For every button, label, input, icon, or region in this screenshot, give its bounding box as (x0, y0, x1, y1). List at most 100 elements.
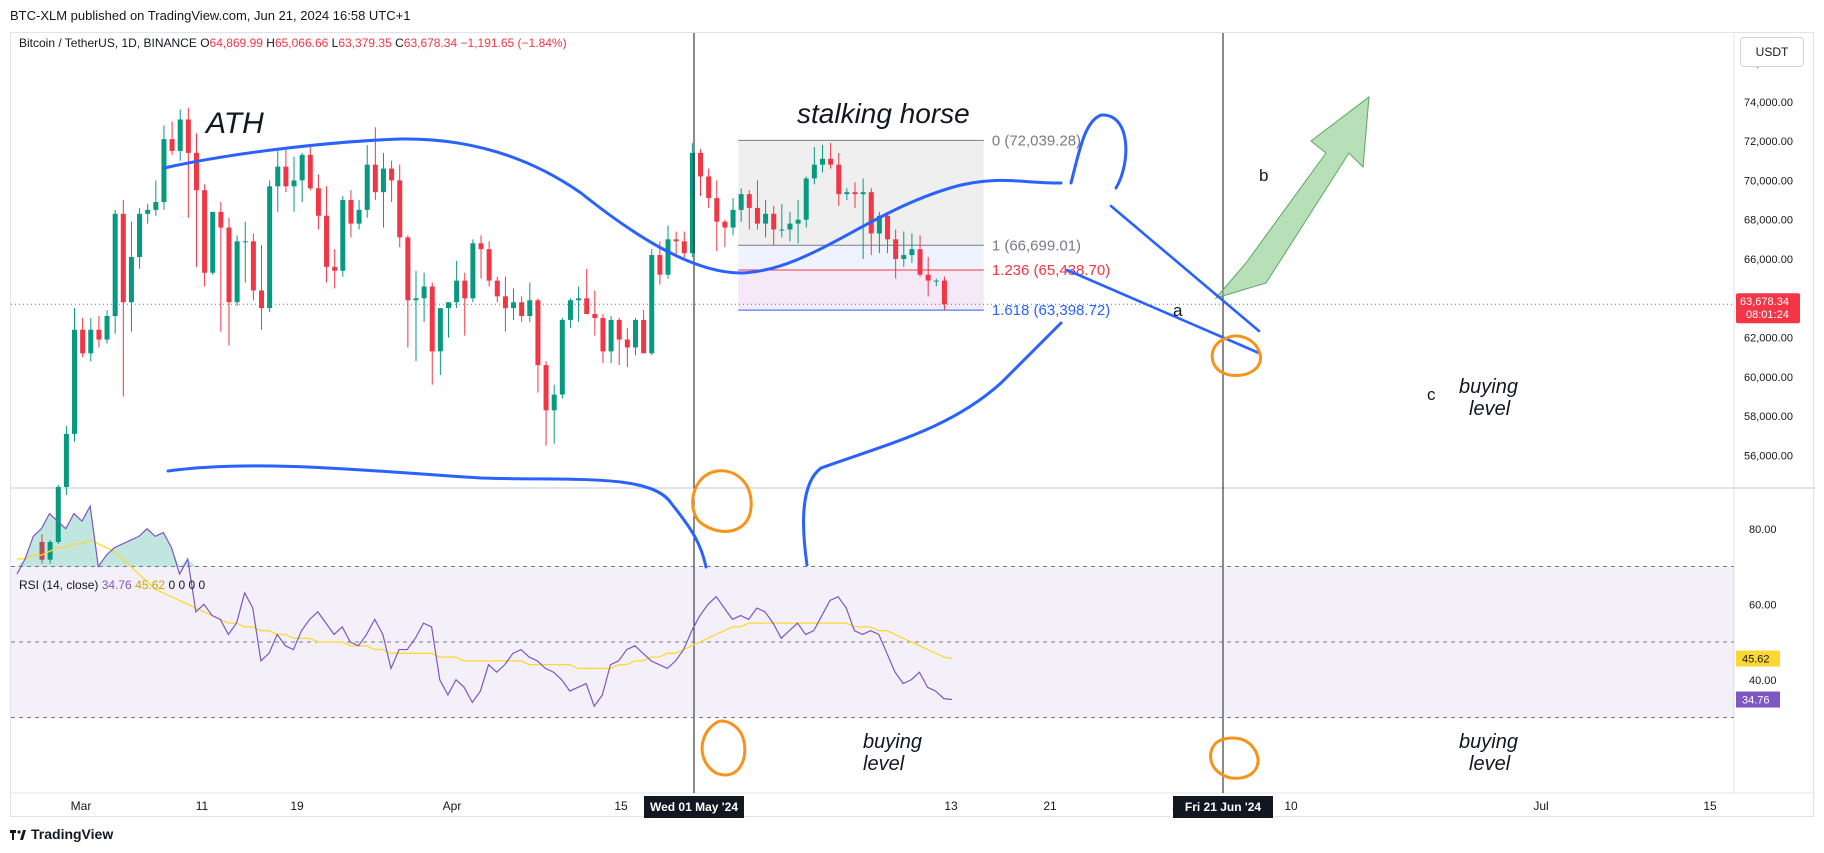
rsi-overbought-fill (17, 506, 952, 567)
candle-body (291, 180, 297, 187)
candle-body (120, 213, 126, 303)
fib-level-label: 1 (66,699.01) (992, 237, 1081, 254)
tradingview-icon (10, 830, 26, 841)
rsi-pane (11, 504, 1734, 718)
time-tick-label: 10 (1284, 799, 1298, 813)
candle-body (145, 209, 151, 214)
open-value: 64,869.99 (209, 36, 263, 50)
candle-body (486, 249, 492, 281)
high-label: H (266, 36, 275, 50)
rsi-tick-label: 40.00 (1749, 675, 1777, 687)
candle-body (819, 158, 825, 165)
candle-body (397, 180, 403, 238)
candle-body (153, 202, 159, 210)
candle-body (275, 166, 281, 187)
orange-circle-jun-price (1210, 334, 1263, 378)
rsi-name: RSI (14, close) (19, 578, 99, 592)
candle-body (901, 255, 907, 259)
rsi-ma-value: 45.62 (135, 578, 166, 592)
candle-body (193, 152, 199, 191)
grid-layer (11, 33, 1815, 794)
price-tick-label: 72,000.00 (1744, 136, 1793, 148)
time-tick-label: 15 (614, 799, 628, 813)
fib-level-label: 1.236 (65,438.70) (992, 262, 1110, 279)
candle-body (649, 255, 655, 354)
candle-body (210, 211, 216, 273)
candle-body (714, 198, 720, 222)
candle-body (941, 280, 947, 305)
candle-body (437, 308, 443, 352)
candle-body (161, 139, 167, 203)
fib-level-label: 0 (72,039.28) (992, 132, 1081, 149)
candle-body (576, 298, 582, 301)
candle-body (738, 194, 744, 210)
candle-body (917, 249, 923, 275)
time-tick-label: 15 (1703, 799, 1717, 813)
candle-body (226, 227, 232, 303)
candle-body (494, 280, 500, 297)
buying-level-jun-line1: buying (1459, 731, 1518, 753)
cursor-date-badge (1173, 796, 1273, 818)
close-label: C (395, 36, 404, 50)
price-tick-label: 68,000.00 (1744, 215, 1793, 227)
candle-body (511, 302, 517, 309)
candle-body (519, 302, 525, 316)
candle-body (128, 257, 134, 303)
orange-circle-may-price (691, 469, 753, 533)
candles-layer (39, 107, 947, 564)
candle-body (340, 200, 346, 271)
candle-body (39, 541, 45, 560)
candle-body (283, 166, 289, 187)
time-tick-label: 11 (196, 799, 209, 813)
candle-body (259, 290, 265, 309)
change-value: −1,191.65 (−1.84%) (460, 36, 567, 50)
candle-body (478, 243, 484, 250)
cursor-date-label: Fri 21 Jun '24 (1185, 800, 1262, 814)
candle-body (868, 192, 874, 234)
b-wave-loop (1069, 113, 1128, 190)
last-price-badge (1736, 293, 1800, 324)
candle-body (828, 158, 834, 165)
rsi-extra-values: 0 0 0 0 (168, 578, 206, 592)
candle-body (413, 298, 419, 301)
candle-body (380, 168, 386, 193)
time-tick-label: 19 (290, 799, 304, 813)
candle-body (836, 164, 842, 195)
candle-body (551, 394, 557, 411)
ath-label: ATH (204, 107, 264, 140)
candle-body (933, 280, 939, 282)
rsi-badge-label: 34.76 (1742, 695, 1770, 707)
candle-body (348, 200, 354, 224)
candle-body (779, 229, 785, 231)
candle-body (665, 239, 671, 275)
upper-wedge-line (1109, 204, 1261, 333)
candle-body (364, 164, 370, 210)
cursor-lines (693, 33, 1224, 793)
currency-button[interactable]: USDT (1740, 37, 1804, 67)
candle-body (405, 237, 411, 301)
candle-body (234, 241, 240, 303)
candle-body (202, 190, 208, 273)
candle-body (63, 433, 69, 487)
rsi-legend[interactable]: RSI (14, close) 34.76 45.62 0 0 0 0 (19, 578, 205, 592)
candle-body (763, 213, 769, 224)
candle-body (844, 192, 850, 195)
green-up-arrow (1214, 95, 1370, 299)
fib-zone-1236-1618 (738, 270, 984, 311)
time-tick-label: Apr (443, 799, 462, 813)
chart-container[interactable]: 0 (72,039.28) 1 (66,699.01) 1.236 (65,438.… (10, 32, 1815, 818)
candle-body (689, 152, 695, 254)
cursor-date-badge (644, 796, 744, 818)
symbol-legend[interactable]: Bitcoin / TetherUS, 1D, BINANCE O64,869.… (19, 36, 567, 50)
price-chart-svg[interactable]: 0 (72,039.28) 1 (66,699.01) 1.236 (65,438.… (11, 33, 1815, 818)
candle-body (96, 329, 102, 340)
candle-body (567, 300, 573, 320)
candle-body (584, 298, 590, 315)
buying-level-jun-line2: level (1469, 753, 1511, 775)
candle-body (543, 365, 549, 411)
close-value: 63,678.34 (403, 36, 458, 50)
candle-body (315, 188, 321, 216)
candle-body (80, 329, 86, 354)
candle-body (860, 192, 866, 195)
candle-body (754, 207, 760, 224)
